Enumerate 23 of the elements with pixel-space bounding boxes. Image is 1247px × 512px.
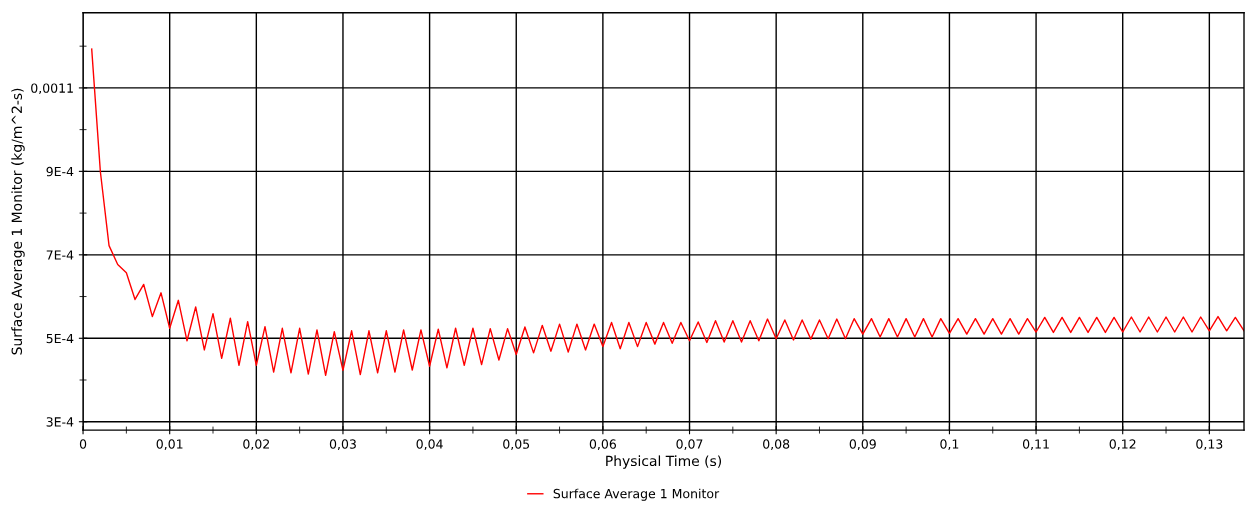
y-tick-label: 0,0011	[31, 83, 73, 95]
legend-label: Surface Average 1 Monitor	[553, 488, 720, 501]
y-tick-label: 7E-4	[46, 250, 74, 260]
x-tick-label: 0,08	[763, 439, 790, 451]
x-tick-label: 0,1	[940, 439, 959, 451]
x-tick-label: 0,05	[503, 439, 530, 451]
y-tick-label: 9E-4	[46, 166, 74, 177]
x-tick-label: 0,07	[676, 439, 703, 451]
x-tick-label: 0,03	[329, 439, 356, 451]
x-tick-label: 0,02	[243, 439, 269, 451]
x-tick-label: 0,01	[156, 439, 183, 451]
x-tick-label: 0,11	[1022, 439, 1049, 451]
y-tick-label: 3E-4	[46, 417, 74, 427]
x-tick-label: 0	[79, 439, 87, 449]
y-axis-title: Surface Average 1 Monitor (kg/m^2-s)	[11, 88, 25, 355]
x-tick-label: 0,13	[1196, 439, 1223, 451]
x-tick-label: 0,06	[589, 439, 617, 451]
x-axis-title: Physical Time (s)	[606, 455, 722, 469]
y-tick-label: 5E-4	[46, 333, 74, 344]
x-tick-label: 0,04	[416, 439, 443, 451]
x-tick-label: 0,12	[1109, 439, 1136, 451]
line-series	[91, 48, 1245, 377]
x-tick-label: 0,09	[849, 439, 876, 451]
